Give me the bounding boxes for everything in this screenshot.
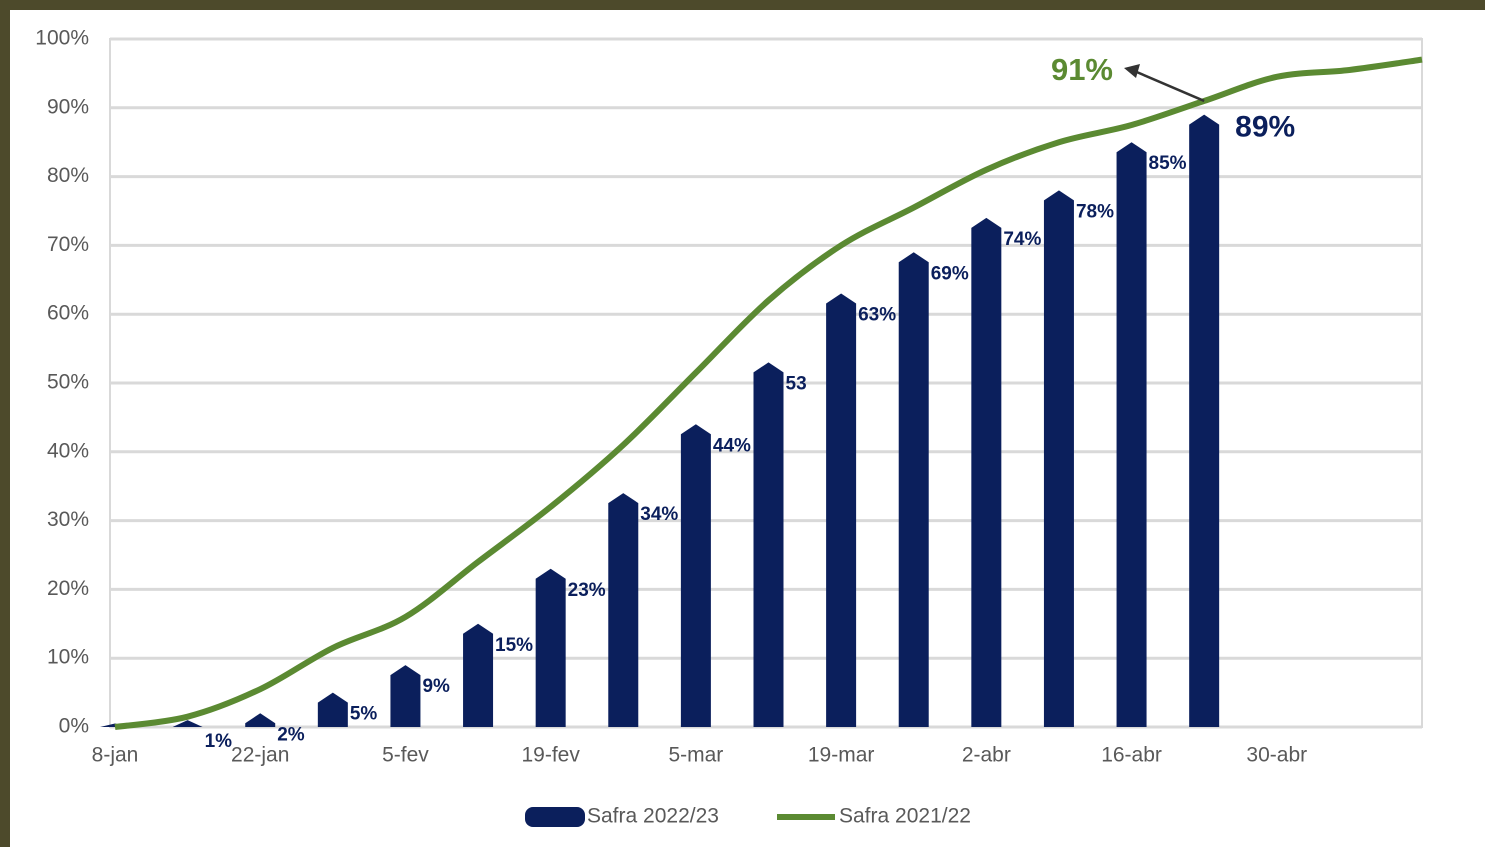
legend-swatch <box>525 807 585 827</box>
bar <box>1116 142 1147 727</box>
bar <box>898 252 929 727</box>
y-tick-label: 90% <box>47 95 89 118</box>
x-tick-label: 19-fev <box>521 744 580 767</box>
line <box>114 56 1423 730</box>
legend-label: Safra 2022/23 <box>587 805 719 828</box>
data-label: 5% <box>350 704 378 725</box>
x-tick-label: 19-mar <box>808 744 875 767</box>
legend-label: Safra 2021/22 <box>839 805 971 828</box>
data-label: 89% <box>1235 111 1295 144</box>
bar <box>753 362 784 727</box>
data-label: 1% <box>205 731 233 752</box>
bar <box>390 665 421 727</box>
data-label: 2% <box>277 724 305 745</box>
x-tick-label: 22-jan <box>231 744 289 767</box>
annotation-arrow <box>1131 68 1205 103</box>
data-label: 34% <box>640 504 678 525</box>
bar <box>971 217 1002 727</box>
bar <box>680 424 711 727</box>
y-tick-label: 100% <box>35 27 89 50</box>
bar <box>535 568 566 727</box>
x-tick-label: 5-mar <box>668 744 723 767</box>
y-tick-label: 60% <box>47 302 89 325</box>
y-tick-label: 50% <box>47 371 89 394</box>
bar <box>245 713 276 727</box>
data-label: 74% <box>1003 229 1041 250</box>
y-tick-label: 40% <box>47 439 89 462</box>
data-label: 44% <box>713 435 751 456</box>
x-tick-label: 2-abr <box>962 744 1011 767</box>
bar <box>826 293 857 727</box>
x-tick-label: 30-abr <box>1246 744 1307 767</box>
arrow-head <box>1124 64 1140 78</box>
data-label: 53 <box>786 373 807 394</box>
data-label: 63% <box>858 305 896 326</box>
data-label: 69% <box>931 263 969 284</box>
annotation: 91% <box>1051 52 1113 87</box>
bar <box>172 720 203 727</box>
bar <box>608 493 639 727</box>
y-tick-label: 0% <box>59 715 89 738</box>
data-label: 85% <box>1149 153 1187 174</box>
bar <box>1189 114 1220 728</box>
data-label: 9% <box>422 676 450 697</box>
y-tick-label: 10% <box>47 646 89 669</box>
bar <box>1043 190 1074 728</box>
panel <box>10 10 1485 847</box>
y-tick-label: 20% <box>47 577 89 600</box>
x-tick-label: 8-jan <box>92 744 139 767</box>
data-label: 78% <box>1076 201 1114 222</box>
y-tick-label: 80% <box>47 164 89 187</box>
x-tick-label: 16-abr <box>1101 744 1162 767</box>
x-tick-label: 5-fev <box>382 744 429 767</box>
bar <box>317 692 348 727</box>
data-label: 15% <box>495 635 533 656</box>
bar <box>463 623 494 727</box>
y-tick-label: 30% <box>47 508 89 531</box>
y-tick-label: 70% <box>47 233 89 256</box>
data-label: 23% <box>568 580 606 601</box>
